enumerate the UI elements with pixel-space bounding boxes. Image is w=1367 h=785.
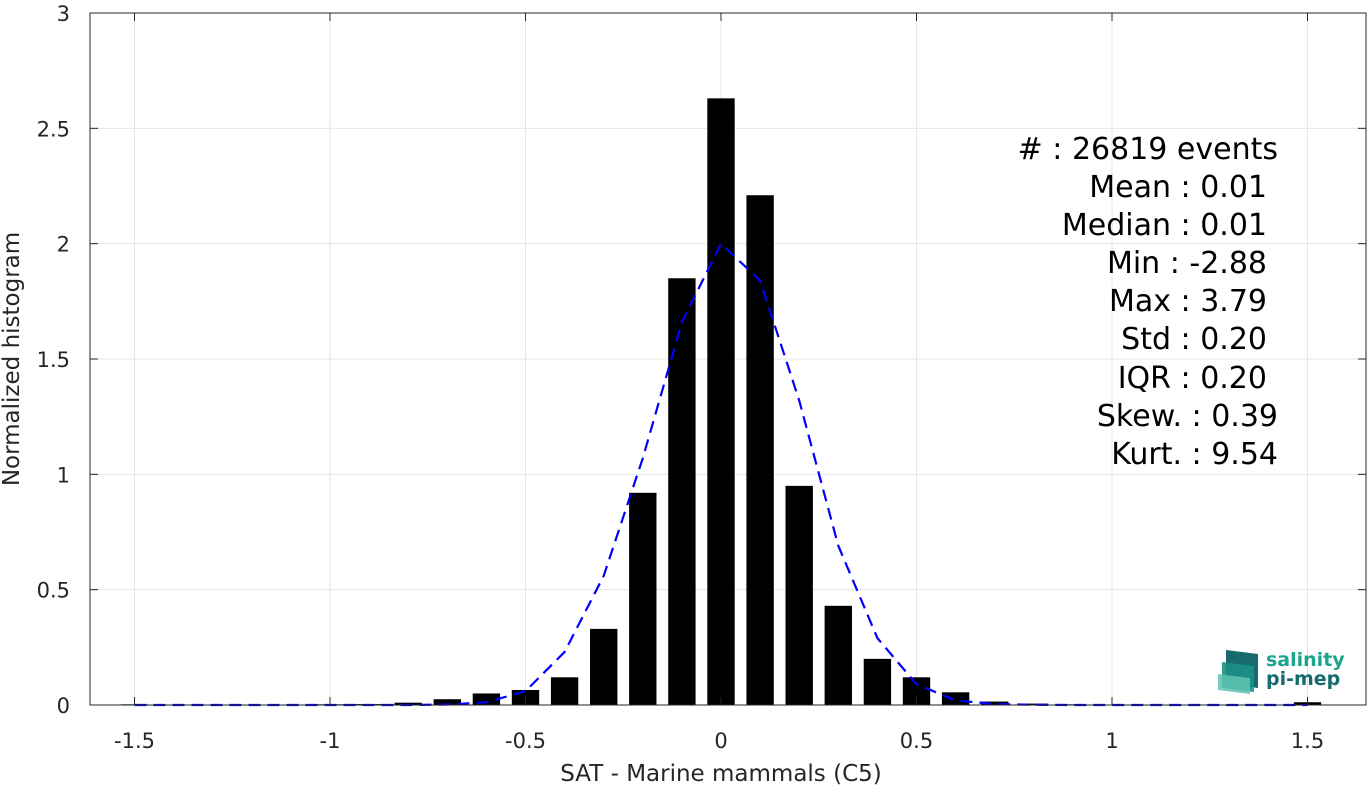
histogram-bar (394, 702, 422, 705)
histogram-bar (981, 701, 1009, 705)
y-axis-label: Normalized histogram (0, 232, 25, 486)
y-tick-label: 0.5 (37, 579, 70, 603)
x-tick-label: 1.5 (1291, 729, 1324, 753)
histogram-bar (1020, 703, 1048, 705)
stats-min: Min : -2.88 (1107, 246, 1267, 281)
histogram-bar (629, 492, 657, 705)
y-tick-label: 0 (57, 694, 70, 718)
x-tick-label: 1 (1105, 729, 1118, 753)
histogram-bars (120, 98, 1322, 706)
histogram-bar (707, 98, 735, 705)
x-tick-label: -1.5 (114, 729, 155, 753)
x-tick-label: -1 (320, 729, 341, 753)
x-axis-label: SAT - Marine mammals (C5) (560, 761, 882, 785)
axes-box (89, 12, 1367, 706)
stats-box: # : 26819 events Mean : 0.01 Median : 0.… (1018, 132, 1278, 472)
stats-iqr: IQR : 0.20 (1118, 361, 1267, 396)
stats-std: Std : 0.20 (1121, 322, 1267, 357)
stats-kurt: Kurt. : 9.54 (1111, 437, 1278, 472)
x-tick-label: -0.5 (505, 729, 546, 753)
y-tick-label: 3 (57, 2, 70, 26)
y-tick-label: 2 (57, 233, 70, 257)
stats-count: # : 26819 events (1018, 132, 1278, 167)
x-tick-label: 0.5 (900, 729, 933, 753)
histogram-bar (433, 699, 461, 705)
y-tick-label: 1.5 (37, 348, 70, 372)
salinity-pimep-logo: salinity pi-mep (1218, 649, 1345, 694)
y-tick-label: 2.5 (37, 117, 70, 141)
stats-mean: Mean : 0.01 (1089, 170, 1267, 205)
histogram-bar (863, 658, 892, 705)
y-tick-labels: 0 0.5 1 1.5 2 2.5 3 (37, 2, 70, 718)
histogram-bar (746, 195, 774, 705)
stats-median: Median : 0.01 (1062, 208, 1267, 243)
histogram-bar (824, 605, 852, 705)
histogram-bar (590, 628, 618, 705)
histogram-bar (941, 692, 970, 705)
wave-logo-icon (1218, 650, 1258, 694)
histogram-bar (785, 485, 813, 705)
x-tick-labels: -1.5 -1 -0.5 0 0.5 1 1.5 (114, 729, 1324, 753)
histogram-bar (472, 693, 501, 705)
stats-max: Max : 3.79 (1109, 284, 1267, 319)
y-tick-label: 1 (57, 463, 70, 487)
histogram-bar (550, 677, 579, 705)
logo-text-pimep: pi-mep (1266, 668, 1340, 690)
logo-text-salinity: salinity (1266, 649, 1345, 671)
stats-skew: Skew. : 0.39 (1097, 399, 1278, 434)
histogram-bar (668, 278, 696, 705)
x-tick-label: 0 (714, 729, 727, 753)
